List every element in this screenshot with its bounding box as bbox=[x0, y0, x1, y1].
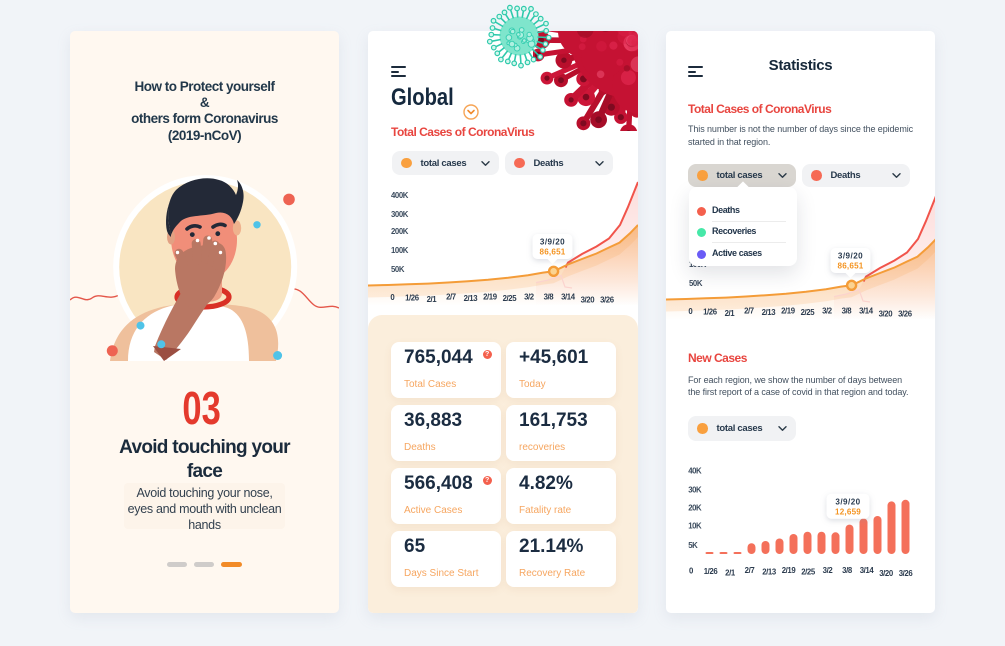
svg-text:5K: 5K bbox=[688, 541, 698, 550]
svg-text:2/25: 2/25 bbox=[503, 294, 518, 303]
svg-text:3/26: 3/26 bbox=[600, 296, 615, 305]
svg-text:1/26: 1/26 bbox=[703, 307, 718, 316]
svg-text:300K: 300K bbox=[391, 210, 409, 219]
svg-text:2/13: 2/13 bbox=[762, 568, 777, 577]
svg-text:3/26: 3/26 bbox=[899, 569, 914, 578]
svg-text:30K: 30K bbox=[688, 486, 702, 495]
svg-text:2/7: 2/7 bbox=[446, 293, 456, 302]
svg-text:400K: 400K bbox=[391, 191, 409, 200]
svg-text:200K: 200K bbox=[391, 227, 409, 236]
svg-text:2/19: 2/19 bbox=[781, 307, 796, 316]
svg-text:3/20: 3/20 bbox=[879, 569, 894, 578]
svg-text:86,651: 86,651 bbox=[838, 262, 864, 271]
svg-text:2/13: 2/13 bbox=[464, 294, 479, 303]
svg-text:3/20: 3/20 bbox=[581, 296, 596, 305]
svg-text:3/9/20: 3/9/20 bbox=[835, 498, 860, 507]
svg-text:20K: 20K bbox=[688, 504, 702, 513]
svg-text:0: 0 bbox=[689, 567, 694, 576]
svg-text:50K: 50K bbox=[391, 265, 405, 274]
svg-text:3/8: 3/8 bbox=[842, 306, 853, 315]
svg-text:86,651: 86,651 bbox=[540, 248, 566, 257]
svg-text:3/8: 3/8 bbox=[842, 566, 853, 575]
svg-text:0: 0 bbox=[688, 307, 693, 316]
svg-text:3/9/20: 3/9/20 bbox=[838, 252, 863, 261]
svg-text:1/26: 1/26 bbox=[405, 293, 420, 302]
svg-text:12,659: 12,659 bbox=[835, 508, 861, 517]
svg-text:2/1: 2/1 bbox=[725, 568, 736, 577]
svg-text:3/2: 3/2 bbox=[822, 306, 833, 315]
svg-text:50K: 50K bbox=[689, 279, 703, 288]
svg-text:3/9/20: 3/9/20 bbox=[540, 238, 565, 247]
svg-text:2/1: 2/1 bbox=[427, 295, 438, 304]
svg-text:3/20: 3/20 bbox=[879, 310, 894, 319]
svg-text:2/7: 2/7 bbox=[744, 307, 754, 316]
svg-text:0: 0 bbox=[390, 293, 395, 302]
svg-text:1/26: 1/26 bbox=[704, 567, 719, 576]
svg-text:3/26: 3/26 bbox=[898, 310, 913, 319]
svg-text:2/19: 2/19 bbox=[782, 566, 797, 575]
svg-text:3/14: 3/14 bbox=[561, 293, 576, 302]
svg-text:100K: 100K bbox=[391, 246, 409, 255]
svg-text:2/1: 2/1 bbox=[725, 309, 736, 318]
svg-text:3/2: 3/2 bbox=[823, 566, 834, 575]
svg-text:3/2: 3/2 bbox=[524, 292, 535, 301]
svg-text:40K: 40K bbox=[688, 467, 702, 476]
svg-text:3/14: 3/14 bbox=[859, 307, 874, 316]
svg-text:2/25: 2/25 bbox=[801, 568, 816, 577]
svg-text:2/7: 2/7 bbox=[745, 566, 755, 575]
svg-text:10K: 10K bbox=[688, 522, 702, 531]
svg-text:3/14: 3/14 bbox=[860, 566, 875, 575]
svg-text:2/19: 2/19 bbox=[483, 293, 498, 302]
svg-text:3/8: 3/8 bbox=[544, 292, 555, 301]
svg-text:2/25: 2/25 bbox=[801, 308, 816, 317]
svg-text:2/13: 2/13 bbox=[762, 308, 777, 317]
